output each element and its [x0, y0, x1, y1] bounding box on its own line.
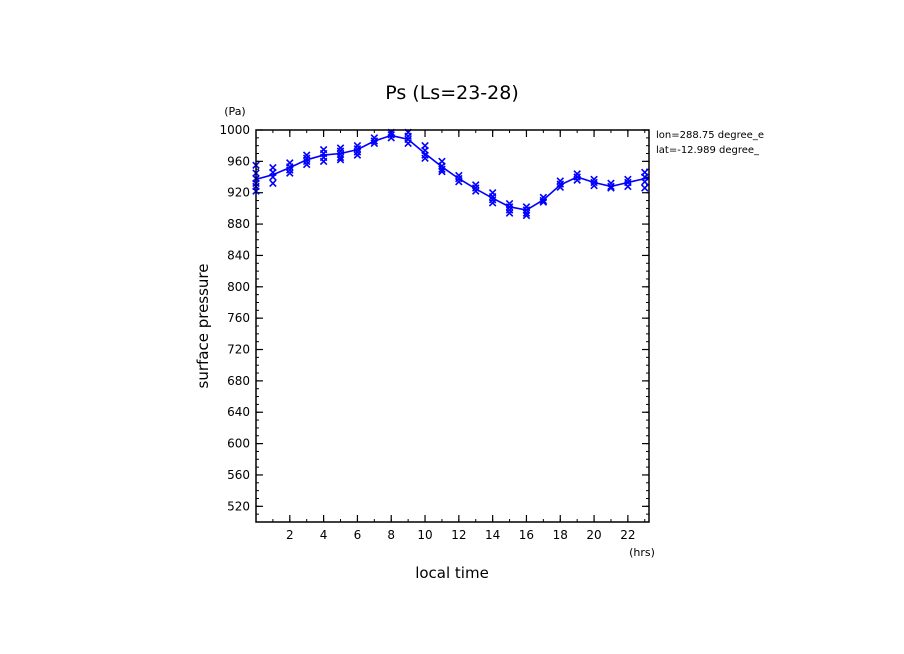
series-line — [255, 134, 650, 211]
y-axis-title: surface pressure — [194, 264, 212, 389]
data-point-marker — [370, 137, 379, 145]
data-point-marker — [336, 153, 345, 162]
data-point-marker — [522, 209, 531, 217]
x-tick-label: 10 — [417, 528, 432, 542]
plot-frame — [255, 129, 650, 523]
y-unit-label: (Pa) — [224, 105, 245, 118]
x-tick-label: 8 — [387, 528, 395, 542]
y-tick-label: 920 — [227, 186, 250, 200]
x-tick-label: 4 — [320, 528, 328, 542]
data-point-marker — [438, 165, 446, 173]
data-point-marker — [269, 179, 277, 188]
x-tick-label: 6 — [354, 528, 362, 542]
lon-annotation: lon=288.75 degree_e — [656, 130, 764, 141]
axes: 520 560 600 640 680 720 760 800 840 880 920 960 1000… — [219, 123, 649, 542]
y-tick-label: 720 — [227, 343, 250, 357]
data-point-marker — [641, 177, 649, 186]
x-tick-label: 12 — [451, 528, 466, 542]
data-point-marker — [302, 160, 311, 169]
data-point-marker — [505, 209, 514, 217]
data-point-marker — [641, 184, 649, 192]
data-point-marker — [624, 182, 632, 191]
chart-title: Ps (Ls=23-28) — [385, 82, 519, 104]
data-point-marker — [522, 211, 531, 220]
data-point-marker — [455, 177, 463, 186]
data-point-marker — [421, 154, 429, 162]
data-point-marker — [539, 198, 548, 206]
plot-area — [252, 128, 650, 220]
x-axis-title: local time — [415, 564, 489, 582]
data-point-marker — [370, 139, 379, 148]
data-point-marker — [607, 182, 615, 191]
data-point-marker — [438, 167, 446, 176]
y-tick-label: 560 — [227, 468, 250, 482]
y-tick-label: 600 — [227, 437, 250, 451]
data-point-marker — [556, 183, 565, 191]
x-tick-label: 16 — [519, 528, 534, 542]
data-point-marker — [319, 157, 328, 166]
x-tick-label: 20 — [586, 528, 601, 542]
data-point-marker — [269, 173, 277, 181]
data-point-marker — [590, 181, 598, 190]
data-point-marker — [286, 169, 294, 177]
y-tick-label: 520 — [227, 499, 250, 513]
y-tick-label: 800 — [227, 280, 250, 294]
data-point-marker — [488, 199, 497, 207]
lat-annotation: lat=-12.989 degree_ — [656, 145, 760, 156]
data-point-marker — [539, 196, 548, 205]
data-point-marker — [573, 176, 581, 184]
data-point-marker — [336, 156, 345, 164]
data-point-marker — [387, 134, 395, 142]
y-tick-label: 840 — [227, 248, 250, 262]
data-point-marker — [404, 139, 412, 148]
y-tick-label: 640 — [227, 405, 250, 419]
data-point-marker — [471, 187, 480, 195]
x-unit-label: (hrs) — [629, 546, 655, 559]
data-point-marker — [607, 184, 615, 192]
y-tick-label: 680 — [227, 374, 250, 388]
y-tick-label: 1000 — [219, 123, 250, 137]
x-tick-label: 22 — [620, 528, 635, 542]
x-tick-label: 2 — [286, 528, 294, 542]
y-tick-label: 760 — [227, 311, 250, 325]
x-tick-label: 14 — [485, 528, 500, 542]
y-tick-label: 960 — [227, 154, 250, 168]
data-point-marker — [353, 151, 362, 159]
y-tick-label: 880 — [227, 217, 250, 231]
x-tick-label: 18 — [553, 528, 568, 542]
